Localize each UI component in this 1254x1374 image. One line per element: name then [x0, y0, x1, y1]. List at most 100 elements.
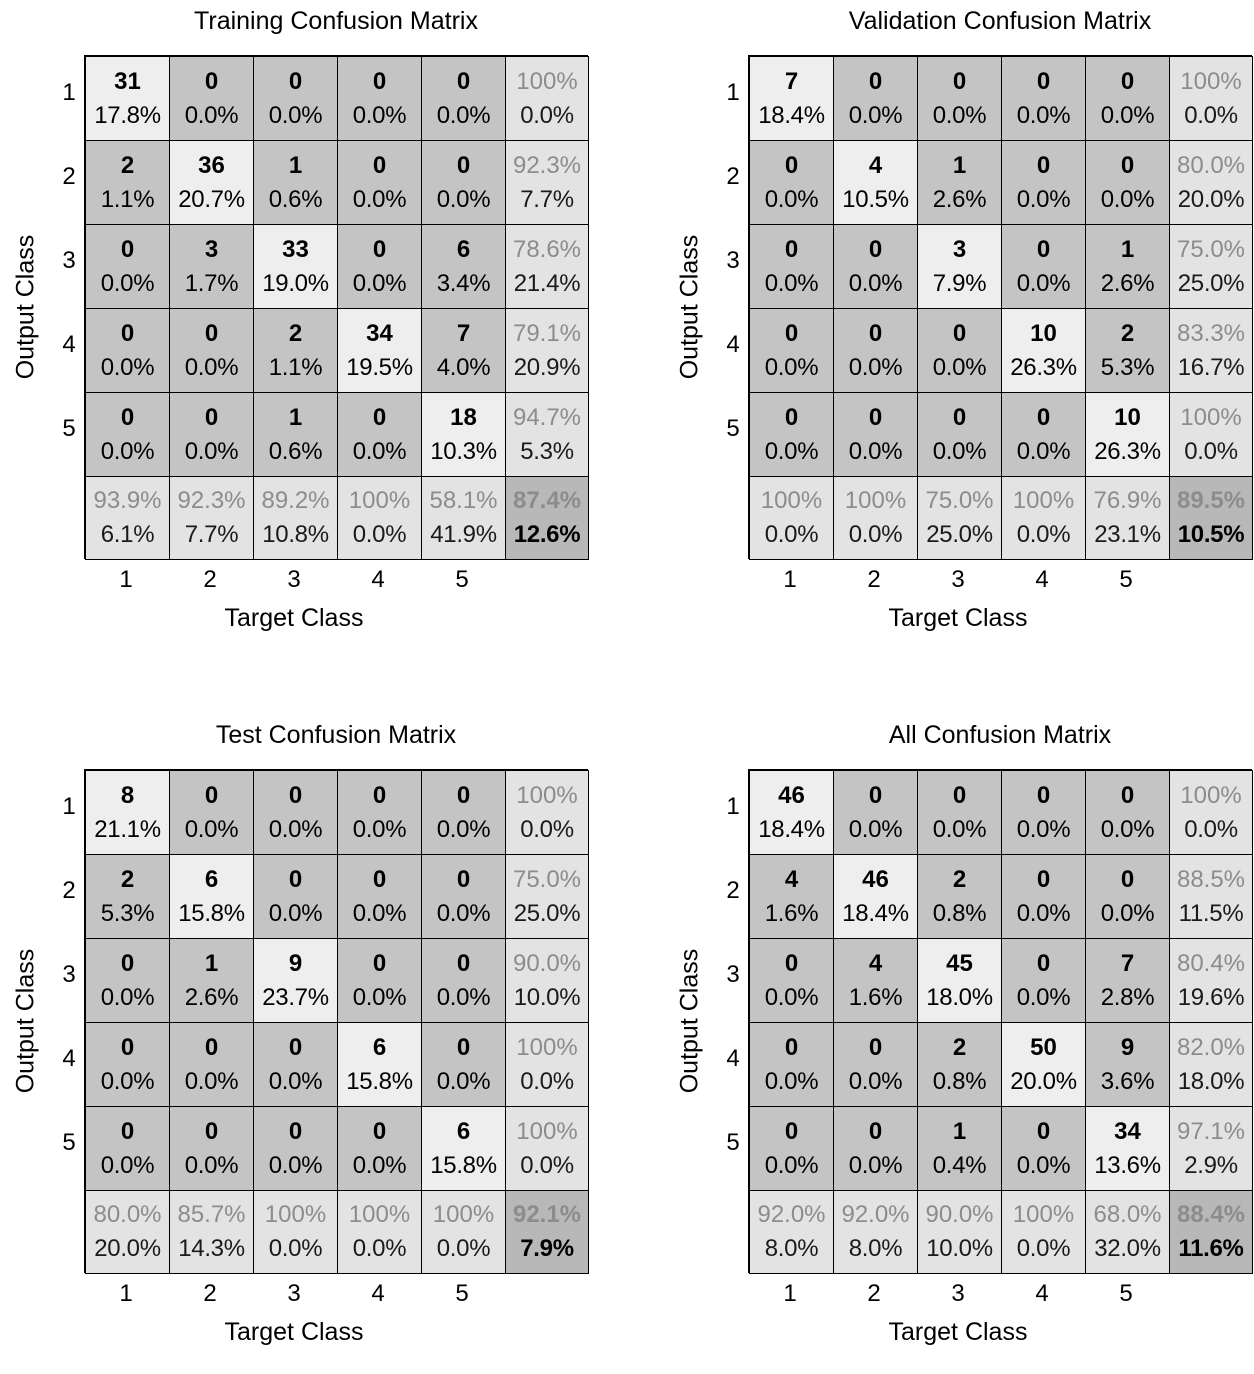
- cell-count: 34: [366, 319, 393, 347]
- cell-percent: 0.0%: [1100, 185, 1155, 213]
- cell-percent: 0.4%: [932, 1151, 987, 1179]
- cell-percent: 0.0%: [848, 815, 903, 843]
- diagonal-cell: 10 26.3%: [1085, 392, 1170, 477]
- error-value: 0.0%: [520, 1151, 574, 1179]
- row-summary-cell: 94.7% 5.3%: [505, 392, 589, 477]
- overall-error: 12.6%: [513, 521, 581, 548]
- off-diagonal-cell: 0 0.0%: [917, 392, 1002, 477]
- column-class-label: 2: [203, 1280, 217, 1307]
- recall-value: 100%: [844, 487, 907, 514]
- cell-count: 0: [1036, 781, 1051, 809]
- cell-percent: 0.0%: [352, 899, 407, 927]
- off-diagonal-cell: 0 0.0%: [85, 224, 170, 309]
- off-diagonal-cell: 0 0.0%: [833, 770, 918, 855]
- off-diagonal-cell: 0 0.0%: [1085, 140, 1170, 225]
- row-summary-cell: 75.0% 25.0%: [505, 854, 589, 939]
- overall-error: 7.9%: [520, 1235, 574, 1262]
- error-value: 0.0%: [520, 101, 574, 129]
- cell-count: 0: [1036, 1117, 1051, 1145]
- cell-count: 0: [784, 403, 799, 431]
- off-diagonal-cell: 0 0.0%: [833, 224, 918, 309]
- off-diagonal-cell: 4 1.6%: [833, 938, 918, 1023]
- error-value: 0.0%: [1184, 815, 1238, 843]
- cell-percent: 0.0%: [764, 269, 819, 297]
- off-diagonal-cell: 0 0.0%: [833, 1022, 918, 1107]
- error-value: 8.0%: [848, 1235, 903, 1262]
- row-class-label: 1: [62, 793, 76, 820]
- cell-percent: 0.0%: [1100, 899, 1155, 927]
- precision-value: 80.4%: [1176, 949, 1246, 977]
- cell-percent: 0.0%: [848, 437, 903, 465]
- cell-count: 0: [288, 67, 303, 95]
- off-diagonal-cell: 1 2.6%: [1085, 224, 1170, 309]
- cell-percent: 0.0%: [100, 353, 155, 381]
- diagonal-cell: 9 23.7%: [253, 938, 338, 1023]
- diagonal-cell: 18 10.3%: [421, 392, 506, 477]
- off-diagonal-cell: 0 0.0%: [421, 854, 506, 939]
- cell-percent: 0.0%: [184, 353, 239, 381]
- cell-percent: 1.6%: [764, 899, 819, 927]
- cell-count: 7: [1120, 949, 1135, 977]
- precision-value: 100%: [516, 67, 578, 95]
- cell-percent: 1.7%: [184, 269, 239, 297]
- off-diagonal-cell: 0 0.0%: [749, 938, 834, 1023]
- cell-count: 0: [204, 319, 219, 347]
- cell-count: 2: [288, 319, 303, 347]
- cell-percent: 0.0%: [436, 815, 491, 843]
- matrix-grid: 7 18.4% 0 0.0% 0 0.0% 0 0.0% 0 0.0% 100% 0.0% 0 0.0% 4…: [748, 55, 1253, 560]
- precision-value: 94.7%: [512, 403, 582, 431]
- column-summary-cell: 85.7% 14.3%: [169, 1190, 254, 1274]
- cell-count: 0: [784, 319, 799, 347]
- cell-count: 6: [204, 865, 219, 893]
- error-value: 41.9%: [430, 521, 497, 548]
- precision-value: 88.5%: [1176, 865, 1246, 893]
- confusion-matrix-panel: Validation Confusion Matrix Output Class T…: [664, 0, 1253, 660]
- error-value: 10.0%: [513, 983, 581, 1011]
- recall-value: 68.0%: [1093, 1201, 1162, 1228]
- cell-count: 1: [288, 403, 303, 431]
- overall-error: 11.6%: [1178, 1235, 1244, 1262]
- diagonal-cell: 6 15.8%: [169, 854, 254, 939]
- cell-percent: 0.0%: [1016, 983, 1071, 1011]
- cell-count: 46: [862, 865, 889, 893]
- cell-count: 2: [120, 865, 135, 893]
- column-class-label: 4: [1035, 1280, 1049, 1307]
- confusion-matrix-panel: All Confusion Matrix Output Class Target C…: [664, 714, 1253, 1374]
- cell-percent: 0.6%: [268, 185, 323, 213]
- column-summary-cell: 68.0% 32.0%: [1085, 1190, 1170, 1274]
- off-diagonal-cell: 0 0.0%: [85, 1022, 170, 1107]
- column-summary-cell: 93.9% 6.1%: [85, 476, 170, 560]
- cell-percent: 0.0%: [436, 185, 491, 213]
- diagonal-cell: 6 15.8%: [337, 1022, 422, 1107]
- cell-count: 10: [1114, 403, 1141, 431]
- off-diagonal-cell: 0 0.0%: [1001, 392, 1086, 477]
- precision-value: 97.1%: [1176, 1117, 1246, 1145]
- precision-value: 90.0%: [512, 949, 582, 977]
- cell-percent: 2.6%: [184, 983, 239, 1011]
- cell-count: 9: [1120, 1033, 1135, 1061]
- diagonal-cell: 45 18.0%: [917, 938, 1002, 1023]
- cell-count: 0: [952, 319, 967, 347]
- recall-value: 100%: [1012, 1201, 1075, 1228]
- error-value: 0.0%: [436, 1235, 491, 1262]
- cell-percent: 4.0%: [436, 353, 491, 381]
- cell-percent: 0.0%: [268, 815, 323, 843]
- column-class-label: 5: [1119, 566, 1133, 593]
- recall-value: 93.9%: [93, 487, 162, 514]
- cell-percent: 0.0%: [932, 815, 987, 843]
- off-diagonal-cell: 0 0.0%: [1001, 140, 1086, 225]
- cell-count: 1: [952, 1117, 967, 1145]
- column-summary-cell: 100% 0.0%: [337, 1190, 422, 1274]
- cell-count: 50: [1030, 1033, 1057, 1061]
- row-summary-cell: 100% 0.0%: [505, 770, 589, 855]
- precision-value: 75.0%: [1176, 235, 1246, 263]
- recall-value: 92.3%: [177, 487, 246, 514]
- precision-value: 82.0%: [1176, 1033, 1246, 1061]
- cell-percent: 0.0%: [436, 899, 491, 927]
- off-diagonal-cell: 0 0.0%: [169, 1106, 254, 1191]
- column-class-label: 5: [455, 566, 469, 593]
- cell-count: 0: [952, 67, 967, 95]
- cell-percent: 19.0%: [262, 269, 329, 297]
- cell-percent: 0.0%: [268, 1067, 323, 1095]
- column-summary-cell: 90.0% 10.0%: [917, 1190, 1002, 1274]
